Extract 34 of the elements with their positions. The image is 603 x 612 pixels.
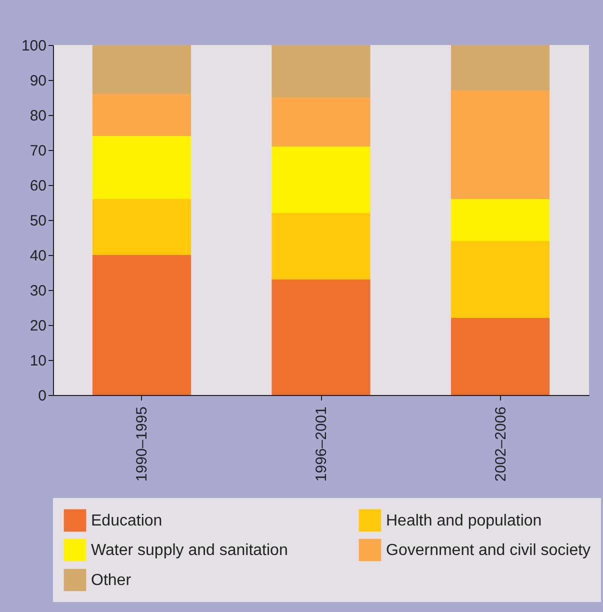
y-tick-label: 50 xyxy=(30,212,46,230)
x-tick-label: 1996–2001 xyxy=(313,406,330,482)
bar xyxy=(272,45,370,98)
bar xyxy=(92,136,192,199)
bar xyxy=(272,280,370,395)
bar xyxy=(92,199,192,255)
bar xyxy=(450,241,550,318)
bar xyxy=(272,98,370,146)
legend-label: Education xyxy=(91,512,162,530)
y-tick-label: 100 xyxy=(21,38,46,54)
bar xyxy=(92,255,192,395)
x-tick-label: 2002–2006 xyxy=(492,406,510,482)
y-tick-label: 0 xyxy=(38,388,46,404)
bar xyxy=(272,213,370,280)
y-tick-label: 70 xyxy=(30,142,46,160)
bar xyxy=(92,94,192,136)
bar xyxy=(450,90,550,199)
y-tick-label: 30 xyxy=(30,282,46,300)
legend-label: Other xyxy=(91,572,132,589)
y-tick-label: 40 xyxy=(30,248,46,264)
legend-label: Health and population xyxy=(386,512,542,530)
legend-label: Water supply and sanitation xyxy=(91,542,288,559)
y-tick-label: 90 xyxy=(30,72,46,90)
y-tick-label: 10 xyxy=(30,352,46,370)
legend-label: Government and civil society xyxy=(386,542,591,559)
y-tick-label: 80 xyxy=(30,108,46,124)
bar xyxy=(450,45,550,90)
bar xyxy=(450,318,550,395)
x-tick-label: 1990–1995 xyxy=(134,406,151,482)
y-tick-label: 20 xyxy=(30,318,46,334)
bar xyxy=(450,199,550,241)
bar xyxy=(92,45,192,94)
y-tick-label: 60 xyxy=(30,178,46,194)
bar xyxy=(272,146,370,213)
